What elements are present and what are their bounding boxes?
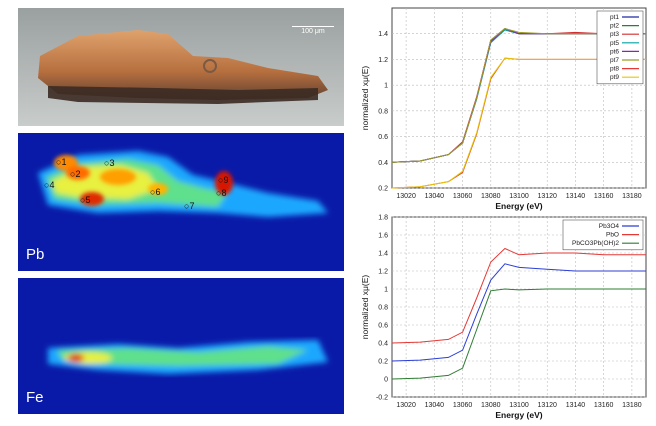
y-tick-label: 0.6 bbox=[378, 323, 388, 330]
y-axis-label: normalized xμ(E) bbox=[360, 66, 370, 131]
pb-map: ○1 ○2 ○3 ○4 ○5 ○6 ○7 ○8 ○9 Pb bbox=[18, 133, 344, 271]
y-tick-label: 0.4 bbox=[378, 341, 388, 348]
x-tick-label: 13160 bbox=[594, 402, 614, 409]
legend-label: Pb3O4 bbox=[599, 223, 620, 230]
pb-point-7: ○7 bbox=[184, 201, 195, 211]
legend-label: PbCO3Pb(OH)2 bbox=[572, 240, 619, 247]
y-tick-label: 1 bbox=[384, 83, 388, 90]
scale-bar-line bbox=[292, 26, 334, 27]
pb-point-1: ○1 bbox=[56, 157, 67, 167]
x-tick-label: 13100 bbox=[509, 402, 529, 409]
y-tick-label: 0.2 bbox=[378, 186, 388, 193]
x-tick-label: 13020 bbox=[396, 402, 416, 409]
x-tick-label: 13180 bbox=[622, 193, 642, 200]
series-line-pt7 bbox=[391, 28, 646, 163]
pb-point-2: ○2 bbox=[70, 169, 81, 179]
series-line-pbco3pb-oh-2 bbox=[391, 288, 646, 380]
y-tick-label: 0 bbox=[384, 377, 388, 384]
y-axis-label: normalized xμ(E) bbox=[360, 275, 370, 340]
pb-point-3: ○3 bbox=[104, 158, 115, 168]
series-line-pbo bbox=[391, 247, 646, 344]
x-tick-label: 13080 bbox=[481, 193, 501, 200]
legend-label: pt5 bbox=[610, 40, 619, 47]
legend-label: pt2 bbox=[610, 23, 619, 30]
x-tick-label: 13140 bbox=[566, 193, 586, 200]
y-tick-label: 1.6 bbox=[378, 233, 388, 240]
y-tick-label: 1.4 bbox=[378, 251, 388, 258]
x-tick-label: 13040 bbox=[425, 193, 445, 200]
y-tick-label: -0.2 bbox=[376, 395, 388, 402]
xanes-references-chart: 13020 13040 13060 13080 13100 13120 13140 13160… bbox=[350, 212, 656, 421]
x-tick-label: 13100 bbox=[509, 193, 529, 200]
pb-point-9: ○9 bbox=[218, 175, 229, 185]
y-tick-label: 1.8 bbox=[378, 215, 388, 222]
x-tick-label: 13060 bbox=[453, 193, 473, 200]
y-tick-label: 0.6 bbox=[378, 134, 388, 141]
x-tick-label: 13180 bbox=[622, 402, 642, 409]
y-tick-label: 0.2 bbox=[378, 359, 388, 366]
y-tick-label: 1 bbox=[384, 287, 388, 294]
xanes-points-chart-svg: 13020 13040 13060 13080 13100 13120 13140 13160… bbox=[360, 7, 647, 211]
y-tick-label: 1.2 bbox=[378, 57, 388, 64]
pb-point-6: ○6 bbox=[150, 187, 161, 197]
x-axis-label: Energy (eV) bbox=[495, 410, 542, 420]
legend-label: pt7 bbox=[610, 57, 619, 64]
pb-point-4: ○4 bbox=[44, 180, 55, 190]
series-line-pb3o4 bbox=[391, 263, 646, 362]
x-tick-label: 13080 bbox=[481, 402, 501, 409]
x-tick-label: 13040 bbox=[425, 402, 445, 409]
x-tick-label: 13120 bbox=[537, 402, 557, 409]
y-tick-label: 1.2 bbox=[378, 269, 388, 276]
series-line-pt9 bbox=[391, 57, 646, 189]
fe-map: Fe bbox=[18, 278, 344, 414]
legend-label: pt3 bbox=[610, 31, 619, 38]
pb-map-label: Pb bbox=[26, 246, 45, 263]
legend-label: pt1 bbox=[610, 14, 619, 21]
x-tick-label: 13120 bbox=[537, 193, 557, 200]
xanes-points-chart: 13020 13040 13060 13080 13100 13120 13140 13160… bbox=[350, 2, 656, 214]
pb-point-5: ○5 bbox=[80, 195, 91, 205]
y-tick-label: 1.4 bbox=[378, 31, 388, 38]
legend-label: PbO bbox=[606, 232, 619, 239]
pb-point-markers: ○1 ○2 ○3 ○4 ○5 ○6 ○7 ○8 ○9 bbox=[18, 133, 344, 271]
scale-bar-label: 100 μm bbox=[301, 28, 325, 35]
legend bbox=[596, 10, 644, 85]
legend-label: pt8 bbox=[610, 66, 619, 73]
legend-label: pt6 bbox=[610, 48, 619, 55]
fe-map-label: Fe bbox=[26, 389, 44, 406]
xanes-references-chart-svg: 13020 13040 13060 13080 13100 13120 13140 13160… bbox=[360, 215, 647, 420]
optical-micrograph: 100 μm bbox=[18, 8, 344, 126]
x-axis-label: Energy (eV) bbox=[495, 201, 542, 211]
legend-label: pt9 bbox=[610, 74, 619, 81]
y-tick-label: 0.4 bbox=[378, 160, 388, 167]
pb-point-8: ○8 bbox=[216, 188, 227, 198]
x-tick-label: 13060 bbox=[453, 402, 473, 409]
x-tick-label: 13020 bbox=[396, 193, 416, 200]
y-tick-label: 0.8 bbox=[378, 305, 388, 312]
x-tick-label: 13140 bbox=[566, 402, 586, 409]
scale-bar: 100 μm bbox=[292, 26, 334, 35]
x-tick-label: 13160 bbox=[594, 193, 614, 200]
y-tick-label: 0.8 bbox=[378, 108, 388, 115]
